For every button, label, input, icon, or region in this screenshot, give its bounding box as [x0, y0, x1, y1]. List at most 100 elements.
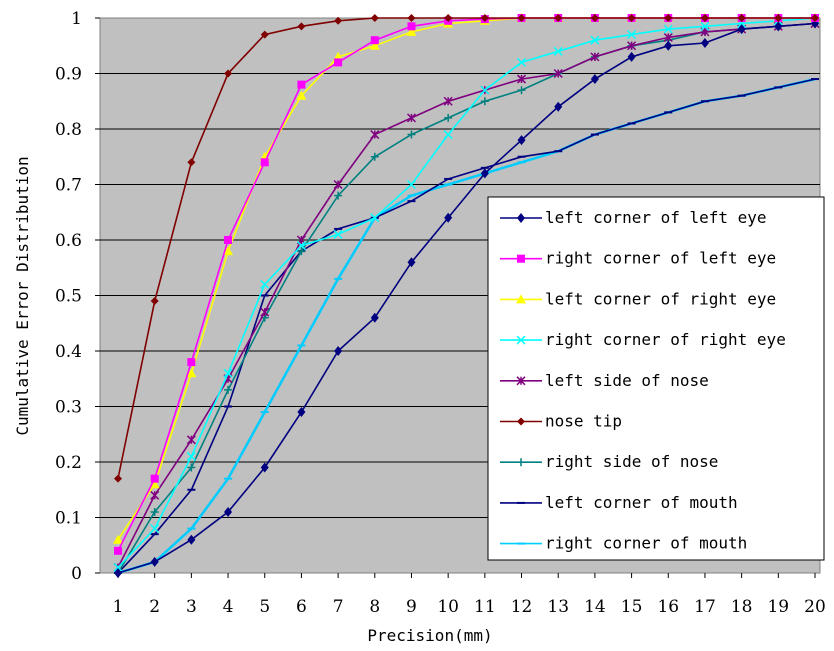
series-line	[117, 78, 816, 574]
data-point	[296, 90, 307, 100]
data-point	[444, 212, 453, 223]
legend-label: right corner of mouth	[545, 534, 747, 553]
legend-marker	[516, 335, 526, 345]
data-point	[334, 191, 343, 200]
data-point	[224, 69, 233, 78]
x-tick-label: 12	[511, 597, 533, 617]
legend-item: left corner of right eye	[500, 289, 776, 308]
data-point	[516, 74, 527, 84]
legend-item: left corner of left eye	[500, 208, 767, 227]
data-point	[114, 474, 122, 483]
x-tick-label: 11	[474, 597, 496, 617]
data-point	[737, 14, 746, 22]
data-point	[223, 246, 234, 256]
x-axis-ticks: 1 2 3 4 5 6 7 8 9 10 11 12 13 14 15 16 17 18 19 20	[113, 573, 826, 617]
data-point	[187, 358, 196, 367]
data-point	[663, 24, 673, 34]
data-point	[296, 241, 306, 251]
data-point	[406, 113, 417, 123]
data-point	[370, 36, 379, 45]
y-tick-label: 0.1	[55, 509, 82, 529]
x-tick-label: 2	[149, 597, 160, 617]
legend-item: right corner of left eye	[500, 249, 776, 268]
series-line	[117, 17, 815, 479]
x-tick-label: 18	[731, 597, 753, 617]
data-point	[406, 26, 417, 36]
data-point	[113, 534, 123, 544]
series-line	[117, 17, 816, 569]
data-point	[370, 14, 379, 22]
data-point	[297, 247, 306, 256]
legend-item: right corner of mouth	[500, 534, 747, 553]
data-point	[811, 14, 819, 22]
data-point	[150, 524, 160, 534]
legend-marker	[516, 294, 526, 304]
data-point	[444, 113, 453, 122]
data-point	[186, 368, 197, 378]
x-axis-label: Precision(mm)	[367, 626, 492, 645]
data-point	[700, 21, 710, 31]
data-point	[627, 14, 636, 22]
legend-label: left corner of mouth	[545, 493, 738, 512]
data-point	[370, 312, 379, 323]
data-point	[664, 40, 673, 51]
data-point	[260, 462, 269, 473]
legend-item: right corner of right eye	[500, 330, 786, 349]
x-tick-label: 13	[547, 597, 569, 617]
y-tick-label: 1	[71, 9, 82, 29]
data-point	[737, 24, 746, 35]
legend-label: nose tip	[545, 412, 622, 431]
data-point	[114, 568, 122, 578]
data-point	[187, 534, 196, 545]
data-point	[590, 52, 600, 62]
data-point	[224, 506, 233, 517]
data-point	[297, 22, 306, 31]
y-axis-label: Cumulative Error Distribution	[13, 156, 32, 435]
y-tick-label: 0.7	[55, 176, 82, 196]
data-point	[260, 30, 269, 39]
x-tick-label: 20	[804, 597, 826, 617]
data-point	[370, 130, 380, 140]
data-point	[407, 130, 416, 139]
legend-label: left side of nose	[545, 371, 709, 390]
y-tick-label: 0.8	[55, 120, 82, 140]
data-point	[553, 46, 563, 56]
data-point	[517, 135, 526, 146]
data-point	[407, 22, 416, 31]
data-point	[516, 57, 527, 67]
data-point	[297, 407, 306, 418]
data-point	[590, 35, 600, 45]
legend-label: left corner of left eye	[545, 208, 767, 227]
legend-marker	[517, 213, 525, 223]
data-point	[113, 562, 123, 572]
data-point	[406, 179, 417, 190]
x-tick-label: 14	[584, 597, 606, 617]
x-tick-label: 1	[113, 597, 124, 617]
data-point	[187, 158, 196, 167]
series-line	[117, 22, 816, 574]
data-point	[370, 213, 380, 223]
legend-marker	[516, 376, 526, 386]
x-tick-label: 3	[186, 597, 197, 617]
series-left-corner-of-left-eye	[114, 18, 819, 578]
y-tick-label: 0.5	[55, 287, 82, 307]
data-point	[554, 101, 563, 112]
data-point	[444, 14, 453, 22]
x-tick-label: 4	[223, 597, 234, 617]
data-point	[590, 74, 599, 85]
data-point	[333, 179, 343, 190]
data-point	[150, 297, 159, 306]
legend-item: nose tip	[500, 412, 622, 431]
legend-label: right corner of left eye	[545, 249, 776, 268]
x-tick-label: 8	[369, 597, 380, 617]
legend-label: right side of nose	[545, 452, 718, 471]
series-group	[113, 13, 820, 578]
x-tick-label: 17	[694, 597, 716, 617]
y-tick-label: 0.4	[55, 342, 82, 362]
data-point	[627, 41, 637, 51]
legend-marker	[517, 254, 525, 263]
x-tick-label: 5	[259, 597, 270, 617]
data-point	[554, 14, 563, 22]
data-point	[370, 152, 379, 161]
data-point	[627, 30, 637, 40]
